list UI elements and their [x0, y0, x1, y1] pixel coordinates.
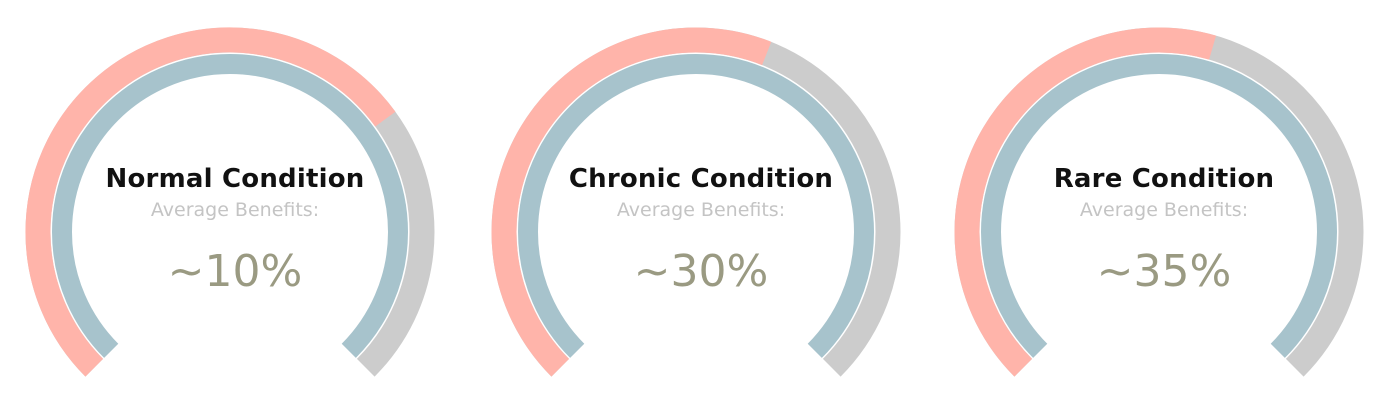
gauge-rare-svg [954, 27, 1364, 377]
gauge-inner-ring [518, 53, 874, 358]
gauge-inner-ring [52, 53, 408, 358]
gauge-title: Rare Condition [1053, 164, 1275, 194]
gauge-title: Chronic Condition [568, 164, 834, 194]
gauge-subtitle: Average Benefits: [616, 199, 786, 221]
gauge-outer-fill [25, 27, 396, 377]
gauge-chronic-condition: Chronic Condition Average Benefits: ~30% [466, 0, 936, 400]
gauge-value: ~10% [167, 246, 303, 297]
gauge-subtitle: Average Benefits: [1079, 199, 1249, 221]
gauge-normal-svg [25, 27, 435, 377]
gauge-title: Normal Condition [105, 164, 365, 194]
gauge-outer-fill [954, 27, 1217, 377]
gauge-inner-ring [981, 53, 1337, 358]
gauge-value: ~35% [1096, 246, 1232, 297]
gauge-normal-condition: Normal Condition Average Benefits: ~10% [0, 0, 470, 400]
gauge-chronic-svg [491, 27, 901, 377]
gauge-rare-condition: Rare Condition Average Benefits: ~35% [929, 0, 1399, 400]
gauge-value: ~30% [633, 246, 769, 297]
gauge-outer-fill [491, 27, 772, 377]
gauge-subtitle: Average Benefits: [150, 199, 320, 221]
